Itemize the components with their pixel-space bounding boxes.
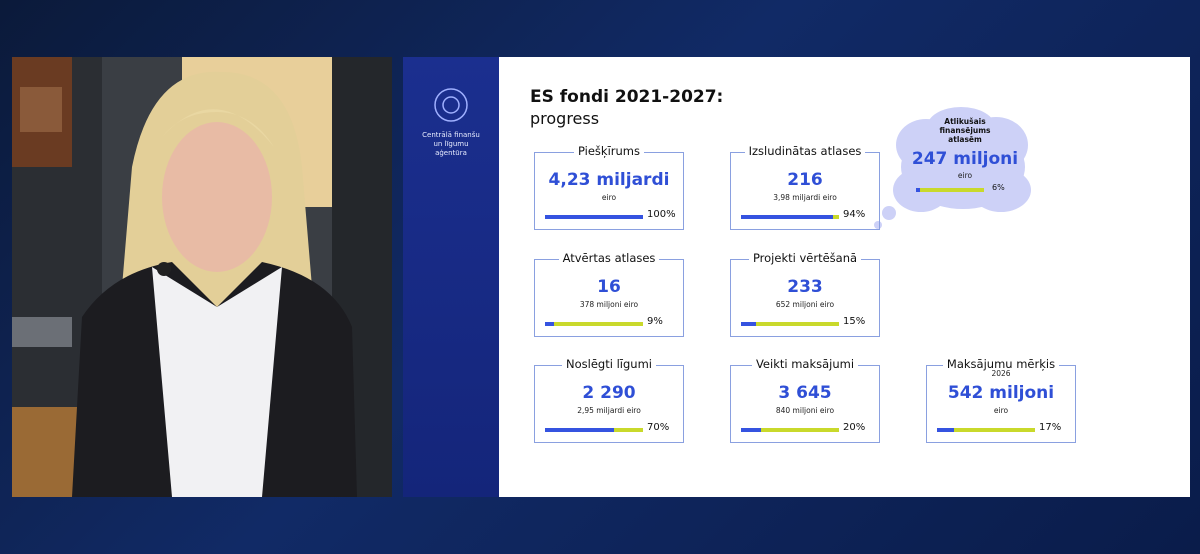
- card-title: Projekti vērtēšanā: [731, 251, 879, 265]
- card-title-text: Piešķīrums: [573, 144, 644, 158]
- card-title: Noslēgti līgumi: [535, 357, 683, 371]
- slide-title: ES fondi 2021-2027:: [530, 87, 724, 107]
- cloud-content: Atlikušais finansējums atlasēm 247 miljo…: [900, 117, 1030, 207]
- progress-fill: [741, 322, 756, 326]
- progress-track: [741, 322, 839, 326]
- progress-fill: [916, 188, 921, 192]
- progress-fill: [545, 428, 614, 432]
- cloud-note: eiro: [957, 171, 973, 180]
- progress-track: [741, 428, 839, 432]
- card-title-text: Izsludinātas atlases: [744, 144, 866, 158]
- progress-label: 15%: [843, 316, 866, 327]
- progress-track: [937, 428, 1035, 432]
- stat-card: Noslēgti līgumi 2 290 2,95 miljardi eiro 70…: [534, 357, 684, 443]
- sidebar: Centrālā finanšu un līgumu aģentūra: [403, 57, 499, 497]
- video-feed: [12, 57, 392, 497]
- card-note: 652 miljoni eiro: [775, 300, 835, 309]
- progress-track: [545, 215, 643, 219]
- progress-fill: [741, 215, 834, 219]
- card-title-text: Projekti vērtēšanā: [748, 251, 862, 265]
- stat-card: Veikti maksājumi 3 645 840 miljoni eiro 20%: [730, 357, 880, 443]
- card-note: 3,98 miljardi eiro: [773, 193, 837, 202]
- slide-subtitle: progress: [530, 109, 600, 128]
- card-title-text: Atvērtas atlases: [558, 251, 660, 265]
- progress-label: 6%: [992, 183, 1005, 192]
- card-value: 542 miljoni: [947, 383, 1055, 403]
- card-title: Piešķīrums: [535, 144, 683, 158]
- card-value: 16: [597, 277, 621, 297]
- card-note: 840 miljoni eiro: [775, 406, 835, 415]
- card-value: 233: [787, 277, 823, 297]
- stat-card: Atvērtas atlases 16 378 miljoni eiro 9%: [534, 251, 684, 337]
- progress-label: 9%: [647, 316, 663, 327]
- progress-track: [545, 322, 643, 326]
- card-title-text: Maksājumu mērķis: [942, 357, 1060, 371]
- card-title: Veikti maksājumi: [731, 357, 879, 371]
- progress-label: 70%: [647, 422, 670, 433]
- progress-label: 100%: [647, 209, 676, 220]
- logo: [434, 88, 468, 122]
- card-note: 2,95 miljardi eiro: [577, 406, 641, 415]
- card-title: Izsludinātas atlases: [731, 144, 879, 158]
- progress-label: 17%: [1039, 422, 1062, 433]
- progress-label: 94%: [843, 209, 866, 220]
- card-value: 216: [787, 170, 823, 190]
- card-year: 2026: [991, 369, 1011, 378]
- card-title: Maksājumu mērķis: [927, 357, 1075, 371]
- card-note: eiro: [601, 193, 617, 202]
- progress-fill: [937, 428, 954, 432]
- cloud-title: Atlikušais finansējums atlasēm: [939, 117, 991, 144]
- card-value: 3 645: [778, 383, 832, 403]
- progress-track: [916, 188, 984, 192]
- card-title: Atvērtas atlases: [535, 251, 683, 265]
- card-note: eiro: [993, 406, 1009, 415]
- progress-track: [545, 428, 643, 432]
- progress-label: 20%: [843, 422, 866, 433]
- cloud-value: 247 miljoni: [911, 149, 1019, 169]
- stat-card: Projekti vērtēšanā 233 652 miljoni eiro 15%: [730, 251, 880, 337]
- stat-card: Piešķīrums 4,23 miljardi eiro 100%: [534, 144, 684, 230]
- progress-fill: [545, 322, 554, 326]
- card-note: 378 miljoni eiro: [579, 300, 639, 309]
- card-value: 4,23 miljardi: [548, 170, 670, 190]
- card-title-text: Veikti maksājumi: [751, 357, 859, 371]
- agency-name: Centrālā finanšu un līgumu aģentūra: [422, 131, 480, 157]
- cloud: [874, 107, 1031, 229]
- slide: Centrālā finanšu un līgumu aģentūra ES f…: [403, 57, 1190, 497]
- stat-card: Izsludinātas atlases 216 3,98 miljardi eir…: [730, 144, 880, 230]
- card-title-text: Noslēgti līgumi: [562, 357, 656, 371]
- progress-track: [741, 215, 839, 219]
- progress-fill: [545, 215, 643, 219]
- card-value: 2 290: [582, 383, 636, 403]
- progress-fill: [741, 428, 761, 432]
- stat-card: Maksājumu mērķis 2026 542 miljoni eiro 17%: [926, 357, 1076, 443]
